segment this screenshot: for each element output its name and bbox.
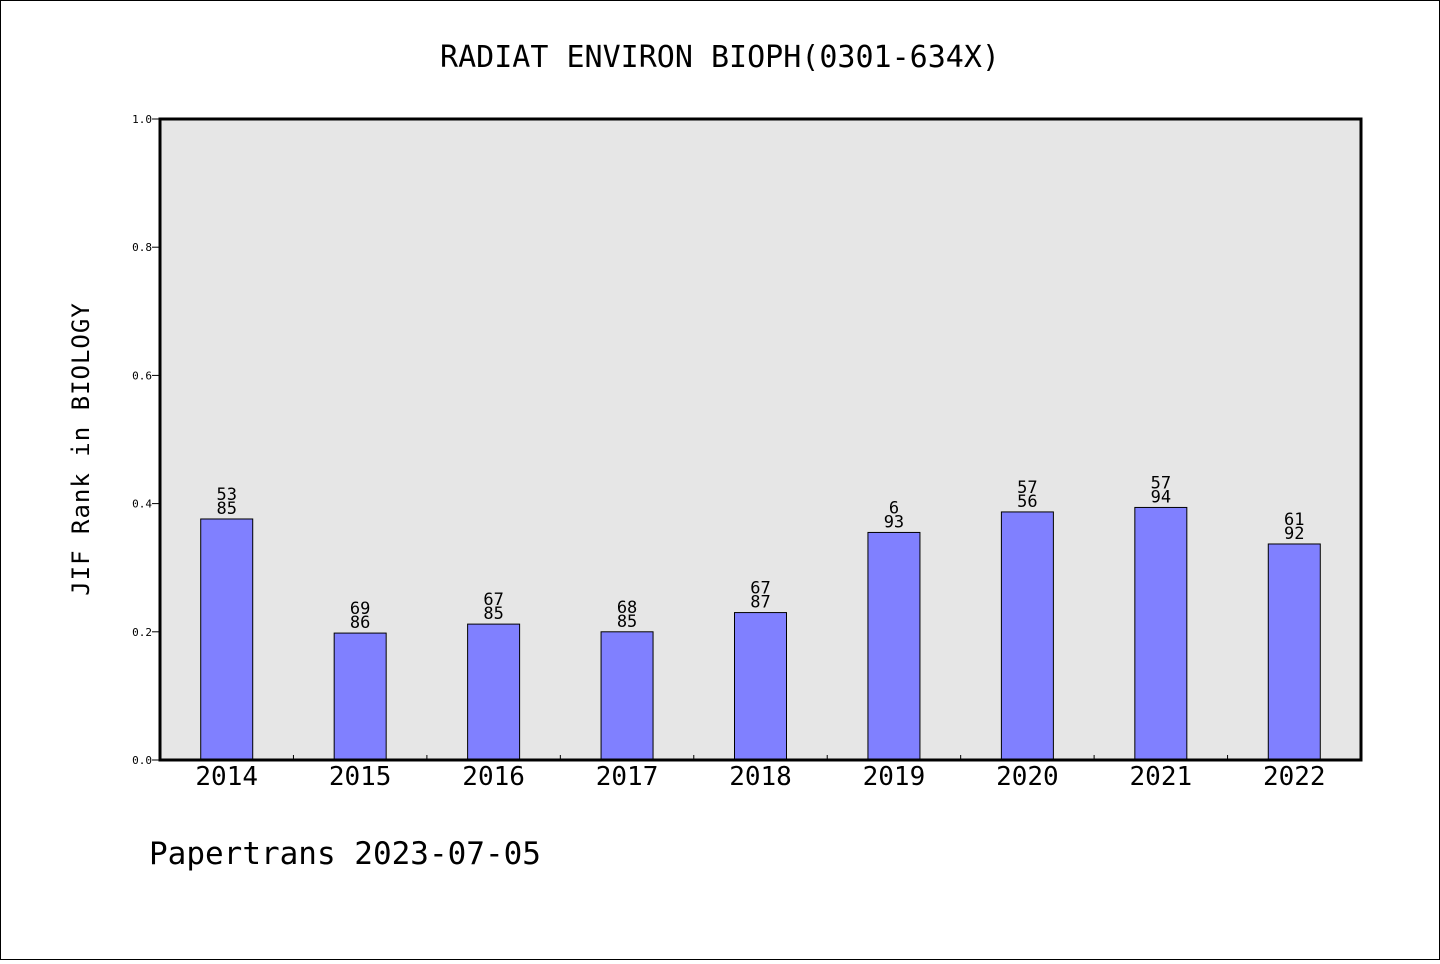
- footer-credit: Papertrans 2023-07-05: [149, 836, 541, 872]
- x-axis-ticks: 2014 2015 2016 2017 2018 2019 2020 2021 2022: [195, 755, 1326, 792]
- y-axis-label: JIF Rank in BIOLOGY: [67, 302, 95, 596]
- bar-2019: [867, 531, 921, 761]
- y-tick-label: 0.0: [132, 754, 152, 767]
- data-label-top: 57: [1151, 473, 1171, 493]
- x-tick-label: 2018: [729, 762, 792, 792]
- data-label-bottom: 93: [884, 512, 904, 532]
- data-label-bottom: 94: [1151, 487, 1171, 507]
- y-axis-ticks: 0.0 0.2 0.4 0.6 0.8 1.0: [132, 113, 160, 767]
- bar-2018: [734, 612, 787, 761]
- data-label-bottom: 85: [483, 604, 503, 624]
- y-tick-label: 0.4: [132, 498, 152, 511]
- data-label-top: 61: [1284, 510, 1304, 530]
- data-label-top: 67: [750, 579, 770, 599]
- data-label-bottom: 86: [350, 613, 370, 633]
- data-label-bottom: 92: [1284, 524, 1304, 544]
- plot-border: [158, 117, 1363, 762]
- x-tick-label: 2014: [195, 762, 258, 792]
- bar-2021: [1134, 506, 1188, 761]
- bar-2014: [200, 518, 254, 761]
- data-label-top: 53: [216, 485, 236, 505]
- x-tick-label: 2016: [462, 762, 525, 792]
- bar-2020: [1000, 511, 1054, 761]
- bar-2022: [1267, 543, 1321, 761]
- y-tick-label: 0.8: [132, 241, 152, 254]
- data-label-bottom: 85: [216, 499, 236, 519]
- bars: [200, 506, 1321, 761]
- x-tick-label: 2022: [1263, 762, 1326, 792]
- y-tick-label: 0.2: [132, 626, 152, 639]
- x-tick-label: 2017: [596, 762, 659, 792]
- bar-2015: [333, 632, 387, 761]
- x-tick-label: 2019: [863, 762, 926, 792]
- data-label-top: 6: [889, 498, 899, 518]
- bar-2017: [600, 631, 654, 761]
- data-label-bottom: 85: [617, 612, 637, 632]
- data-label-top: 57: [1017, 478, 1037, 498]
- data-label-top: 67: [483, 590, 503, 610]
- y-tick-label: 1.0: [132, 113, 152, 126]
- x-tick-label: 2020: [996, 762, 1059, 792]
- data-label-bottom: 56: [1017, 492, 1037, 512]
- data-label-top: 69: [350, 599, 370, 619]
- data-label-top: 68: [617, 598, 637, 618]
- y-tick-label: 0.6: [132, 369, 152, 382]
- x-tick-label: 2021: [1130, 762, 1193, 792]
- x-tick-label: 2015: [329, 762, 392, 792]
- data-label-bottom: 87: [750, 593, 770, 613]
- chart-title: RADIAT ENVIRON BIOPH(0301-634X): [440, 40, 1000, 75]
- bar-2016: [467, 623, 521, 761]
